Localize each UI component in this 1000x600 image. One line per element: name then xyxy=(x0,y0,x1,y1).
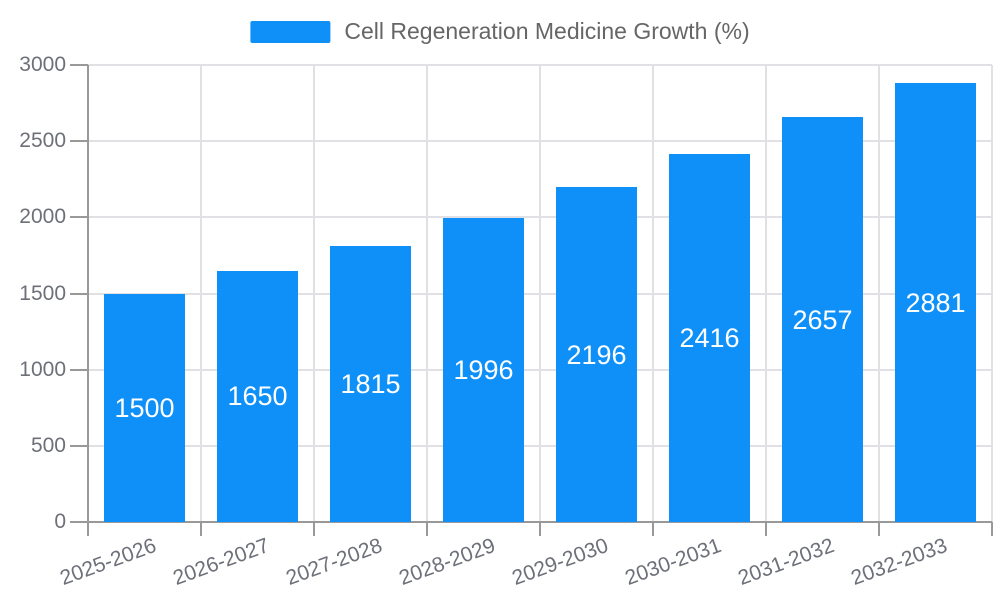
x-axis-tick-label: 2031-2032 xyxy=(735,534,838,590)
y-axis-tick-label: 500 xyxy=(30,433,66,457)
bar-value-label: 2416 xyxy=(679,322,740,353)
x-axis-line xyxy=(88,521,992,523)
x-axis-tick-label: 2026-2027 xyxy=(170,534,273,590)
bar-value-label: 1815 xyxy=(340,368,401,399)
bar[interactable]: 2881 xyxy=(895,83,976,522)
x-gridline xyxy=(426,65,428,522)
x-axis-tick xyxy=(878,522,880,536)
bar[interactable]: 2416 xyxy=(669,153,750,522)
bar-value-label: 1996 xyxy=(453,354,514,385)
x-axis-tick-label: 2025-2026 xyxy=(57,534,160,590)
y-axis-tick-label: 3000 xyxy=(19,53,66,76)
bar-value-label: 2657 xyxy=(792,304,853,335)
y-axis-tick-label: 0 xyxy=(54,510,66,533)
x-gridline xyxy=(652,65,654,522)
y-axis-tick xyxy=(70,140,88,143)
x-axis-tick-label: 2029-2030 xyxy=(509,534,612,590)
y-axis-line xyxy=(87,65,89,522)
x-axis-tick xyxy=(87,522,89,536)
x-axis-tick-label: 2030-2031 xyxy=(622,534,725,590)
bar[interactable]: 2657 xyxy=(782,117,863,522)
x-axis-tick xyxy=(313,522,315,536)
y-axis-tick xyxy=(70,521,88,523)
x-gridline xyxy=(878,65,880,522)
x-axis-tick xyxy=(765,522,767,536)
bar[interactable]: 2196 xyxy=(556,187,637,522)
x-gridline xyxy=(765,65,767,522)
x-axis-tick xyxy=(991,522,993,536)
x-gridline xyxy=(991,65,993,522)
y-axis-tick xyxy=(70,368,88,371)
x-axis-tick xyxy=(652,522,654,536)
bar-value-label: 2881 xyxy=(905,287,966,318)
x-axis-tick-label: 2028-2029 xyxy=(396,534,499,590)
bar-value-label: 2196 xyxy=(566,339,627,370)
x-axis-tick xyxy=(426,522,428,536)
legend[interactable]: Cell Regeneration Medicine Growth (%) xyxy=(250,18,750,45)
x-axis-tick-label: 2032-2033 xyxy=(848,534,951,590)
y-axis-tick-label: 2000 xyxy=(19,205,66,229)
x-gridline xyxy=(200,65,202,522)
x-gridline xyxy=(313,65,315,522)
bar-value-label: 1500 xyxy=(114,392,175,423)
x-gridline xyxy=(539,65,541,522)
y-axis-tick-label: 1000 xyxy=(19,357,66,381)
bar[interactable]: 1500 xyxy=(104,293,185,522)
x-axis-tick-label: 2027-2028 xyxy=(283,534,386,590)
y-axis-tick-label: 1500 xyxy=(19,281,66,305)
legend-swatch-icon xyxy=(250,20,331,43)
bar-value-label: 1650 xyxy=(227,381,288,412)
y-axis-tick xyxy=(70,216,88,219)
y-axis-tick-label: 2500 xyxy=(19,129,66,153)
bar[interactable]: 1815 xyxy=(330,245,411,522)
bar[interactable]: 1650 xyxy=(217,270,298,522)
bar[interactable]: 1996 xyxy=(443,217,524,522)
x-axis-tick xyxy=(200,522,202,536)
y-axis-tick xyxy=(70,64,88,66)
y-axis-tick xyxy=(70,292,88,295)
x-axis-tick xyxy=(539,522,541,536)
legend-label: Cell Regeneration Medicine Growth (%) xyxy=(344,18,750,44)
y-axis-tick xyxy=(70,444,88,447)
